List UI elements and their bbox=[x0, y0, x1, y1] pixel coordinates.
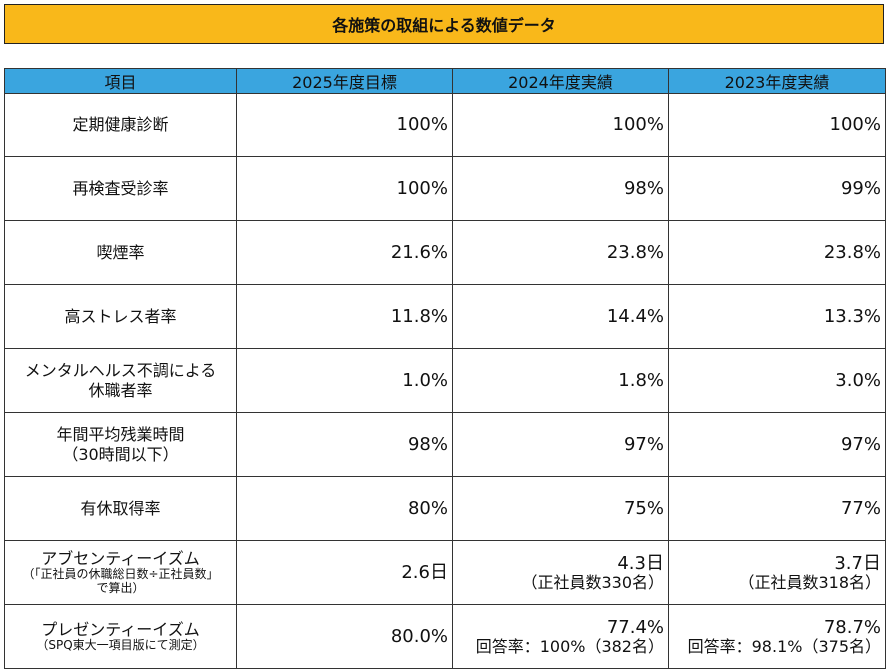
table-row: 喫煙率 21.6% 23.8% 23.8% bbox=[4, 220, 886, 285]
target-2025: 98% bbox=[236, 412, 453, 477]
page-title: 各施策の取組による数値データ bbox=[4, 4, 884, 44]
row-label: 喫煙率 bbox=[4, 220, 237, 285]
actual-2023: 77% bbox=[668, 476, 886, 541]
actual-2024: 97% bbox=[452, 412, 669, 477]
actual-2023-note: 回答率：98.1%（375名） bbox=[687, 636, 881, 656]
actual-2024: 14.4% bbox=[452, 284, 669, 349]
row-label: メンタルヘルス不調による 休職者率 bbox=[4, 348, 237, 413]
actual-2024: 100% bbox=[452, 93, 669, 157]
row-label: 定期健康診断 bbox=[4, 93, 237, 157]
target-2025: 80.0% bbox=[236, 604, 453, 669]
row-label: 高ストレス者率 bbox=[4, 284, 237, 349]
actual-2023: 23.8% bbox=[668, 220, 886, 285]
actual-2024: 77.4% 回答率：100%（382名） bbox=[452, 604, 669, 669]
actual-2024-note: 回答率：100%（382名） bbox=[475, 636, 664, 656]
table-row: 有休取得率 80% 75% 77% bbox=[4, 476, 886, 541]
actual-2024: 98% bbox=[452, 156, 669, 221]
header-2025-target: 2025年度目標 bbox=[236, 68, 453, 94]
actual-2023-value: 78.7% bbox=[823, 616, 881, 638]
row-label: 再検査受診率 bbox=[4, 156, 237, 221]
actual-2023: 13.3% bbox=[668, 284, 886, 349]
row-label-line1: メンタルヘルス不調による bbox=[24, 361, 217, 381]
table-row: 再検査受診率 100% 98% 99% bbox=[4, 156, 886, 221]
header-2024-actual: 2024年度実績 bbox=[452, 68, 669, 94]
target-2025: 100% bbox=[236, 156, 453, 221]
actual-2024-value: 4.3日 bbox=[617, 552, 664, 574]
header-row: 項目 2025年度目標 2024年度実績 2023年度実績 bbox=[4, 68, 886, 94]
table-row: 年間平均残業時間 （30時間以下） 98% 97% 97% bbox=[4, 412, 886, 477]
target-2025: 11.8% bbox=[236, 284, 453, 349]
row-label: 年間平均残業時間 （30時間以下） bbox=[4, 412, 237, 477]
actual-2024-note: （正社員数330名） bbox=[521, 572, 664, 592]
actual-2024: 23.8% bbox=[452, 220, 669, 285]
actual-2023: 3.0% bbox=[668, 348, 886, 413]
row-label-line1: 年間平均残業時間 bbox=[56, 425, 185, 445]
header-2023-actual: 2023年度実績 bbox=[668, 68, 886, 94]
actual-2023: 3.7日 （正社員数318名） bbox=[668, 540, 886, 605]
table-row: メンタルヘルス不調による 休職者率 1.0% 1.8% 3.0% bbox=[4, 348, 886, 413]
row-label-note-line1: （「正社員の休職総日数÷正社員数」 bbox=[22, 567, 219, 582]
row-label: プレゼンティーイズム （SPQ東大一項目版にて測定） bbox=[4, 604, 237, 669]
row-label-line2: （30時間以下） bbox=[62, 444, 179, 464]
row-label-main: プレゼンティーイズム bbox=[41, 620, 200, 639]
row-label-note: （SPQ東大一項目版にて測定） bbox=[36, 638, 205, 653]
actual-2024: 75% bbox=[452, 476, 669, 541]
actual-2023-note: （正社員数318名） bbox=[738, 572, 881, 592]
target-2025: 21.6% bbox=[236, 220, 453, 285]
table-row: アブセンティーイズム （「正社員の休職総日数÷正社員数」 で算出） 2.6日 4… bbox=[4, 540, 886, 605]
row-label-note-line2: で算出） bbox=[96, 581, 145, 596]
row-label-main: アブセンティーイズム bbox=[41, 549, 200, 569]
actual-2023: 97% bbox=[668, 412, 886, 477]
header-item: 項目 bbox=[4, 68, 237, 94]
target-2025: 2.6日 bbox=[236, 540, 453, 605]
actual-2023: 99% bbox=[668, 156, 886, 221]
actual-2023: 100% bbox=[668, 93, 886, 157]
data-table: 項目 2025年度目標 2024年度実績 2023年度実績 定期健康診断 100… bbox=[4, 68, 886, 669]
row-label: アブセンティーイズム （「正社員の休職総日数÷正社員数」 で算出） bbox=[4, 540, 237, 605]
actual-2023: 78.7% 回答率：98.1%（375名） bbox=[668, 604, 886, 669]
target-2025: 80% bbox=[236, 476, 453, 541]
row-label: 有休取得率 bbox=[4, 476, 237, 541]
actual-2024: 1.8% bbox=[452, 348, 669, 413]
table-row: プレゼンティーイズム （SPQ東大一項目版にて測定） 80.0% 77.4% 回… bbox=[4, 604, 886, 669]
table-row: 高ストレス者率 11.8% 14.4% 13.3% bbox=[4, 284, 886, 349]
row-label-line2: 休職者率 bbox=[88, 380, 153, 400]
actual-2023-value: 3.7日 bbox=[834, 552, 881, 574]
target-2025: 100% bbox=[236, 93, 453, 157]
target-2025: 1.0% bbox=[236, 348, 453, 413]
table-row: 定期健康診断 100% 100% 100% bbox=[4, 93, 886, 157]
actual-2024: 4.3日 （正社員数330名） bbox=[452, 540, 669, 605]
actual-2024-value: 77.4% bbox=[606, 616, 664, 638]
